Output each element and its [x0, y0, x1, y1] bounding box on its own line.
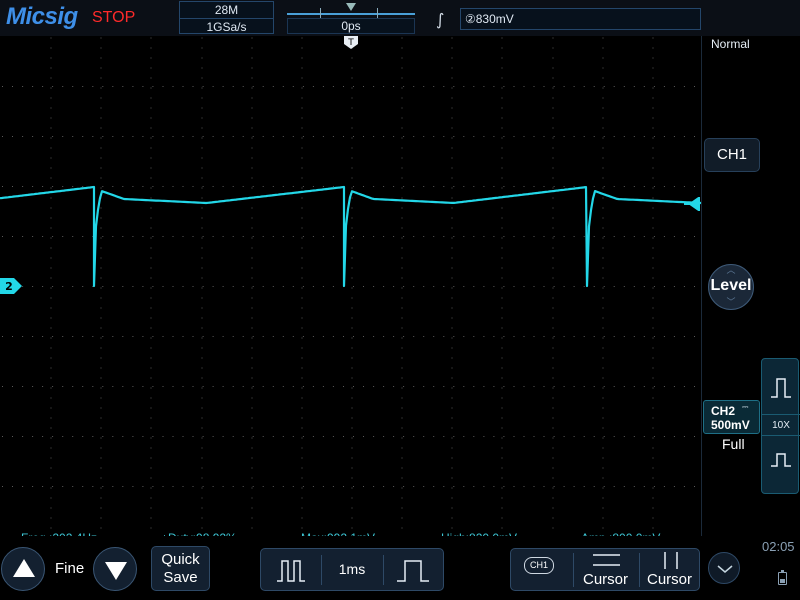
- battery-icon: [778, 570, 787, 585]
- top-status-bar: Micsig STOP 28M 1GSa/s 0ps ∫ ②830mV: [0, 0, 800, 36]
- ch2-bandwidth[interactable]: Full: [722, 436, 745, 452]
- divider: [180, 18, 273, 19]
- rising-edge-icon[interactable]: ∫: [436, 10, 445, 29]
- trigger-marker-label: T: [347, 38, 354, 48]
- pulse-up-icon[interactable]: [762, 367, 800, 407]
- timebase-increase-icon[interactable]: [383, 549, 443, 590]
- divider: [639, 553, 640, 587]
- probe-ratio[interactable]: 10X: [762, 414, 800, 436]
- quick-save-line1: Quick: [161, 551, 200, 568]
- trigger-position-marker: [346, 3, 356, 11]
- memory-depth: 28M: [214, 3, 239, 17]
- probe-setting-panel[interactable]: 10X: [761, 358, 800, 494]
- timebase-value[interactable]: 1ms: [338, 561, 366, 577]
- run-stop-status[interactable]: STOP: [92, 9, 136, 26]
- horizontal-cursor-button[interactable]: Cursor: [574, 549, 639, 590]
- trigger-level-readout[interactable]: ②830mV: [460, 8, 701, 30]
- timebase-control: 1ms: [260, 548, 444, 591]
- divider: [573, 553, 574, 587]
- vertical-cursor-icon: [664, 552, 678, 569]
- ch2-name: CH2: [711, 404, 736, 418]
- graticule-grid: [2, 37, 695, 529]
- decrease-button[interactable]: [93, 547, 137, 591]
- ch2-marker-label: 2: [5, 280, 13, 293]
- chevron-down-icon: [717, 565, 733, 573]
- trigger-level-arrow[interactable]: [684, 197, 700, 211]
- level-label: Level: [710, 277, 752, 294]
- horizontal-position-readout[interactable]: 0ps: [287, 18, 415, 34]
- dc-coupling-icon: ⎓: [742, 402, 749, 411]
- ch2-waveform-trace: [0, 185, 702, 288]
- fine-label[interactable]: Fine: [55, 560, 85, 577]
- memory-position-bar[interactable]: [287, 3, 415, 34]
- chevron-down-icon: ﹀: [726, 298, 736, 308]
- cursor-control: CH1 Cursor Cursor: [510, 548, 700, 591]
- sample-rate: 1GSa/s: [206, 20, 247, 34]
- quick-save-line2: Save: [163, 569, 198, 586]
- brand-logo: Micsig: [6, 3, 78, 30]
- ch2-offset-marker[interactable]: 2: [0, 278, 24, 294]
- level-knob[interactable]: [708, 264, 754, 310]
- waveform-display[interactable]: T 2 Freq.:202.4Hz +Duty:98.92% Max:992.1…: [0, 36, 702, 545]
- grid-dots: [2, 37, 695, 529]
- ch2-channel-badge[interactable]: CH2 500mV: [703, 400, 760, 434]
- increase-button[interactable]: [1, 547, 45, 591]
- menu-expand-button[interactable]: [708, 552, 740, 584]
- view-window-bracket: [320, 8, 378, 18]
- vertical-cursor-button[interactable]: Cursor: [640, 549, 701, 590]
- arrow-down-icon: [105, 562, 127, 580]
- cursor-v-label: Cursor: [647, 571, 693, 588]
- acquisition-info-box[interactable]: 28M 1GSa/s: [179, 1, 274, 34]
- trigger-mode[interactable]: Normal: [711, 37, 750, 51]
- timebase-decrease-icon[interactable]: [261, 549, 321, 590]
- clock: 02:05: [762, 539, 795, 554]
- divider: [321, 555, 322, 585]
- ch2-waveform-layer: [0, 185, 702, 288]
- trigger-time-marker[interactable]: T: [344, 36, 358, 50]
- ch2-scale: 500mV: [711, 418, 750, 432]
- divider: [383, 555, 384, 585]
- memory-track: [287, 13, 415, 15]
- chevron-up-icon: ︿: [726, 266, 736, 276]
- cursor-h-label: Cursor: [583, 571, 629, 588]
- right-control-panel: Normal CH1 ︿ Level ﹀ 10X CH2 500mV ⎓ Ful…: [702, 36, 800, 536]
- pulse-down-icon[interactable]: [762, 439, 800, 479]
- arrow-up-icon: [13, 559, 35, 577]
- quick-save-button[interactable]: Quick Save: [151, 546, 210, 591]
- cursor-channel-button[interactable]: CH1: [511, 549, 571, 590]
- trigger-source-button[interactable]: CH1: [704, 138, 760, 172]
- horizontal-cursor-icon: [593, 554, 620, 566]
- cursor-channel: CH1: [524, 557, 554, 574]
